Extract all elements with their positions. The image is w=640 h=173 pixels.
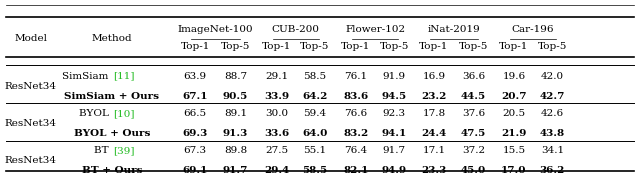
Text: 23.2: 23.2 (421, 92, 447, 101)
Text: ResNet34: ResNet34 (4, 156, 57, 165)
Text: 47.5: 47.5 (461, 129, 486, 138)
Text: Top-5: Top-5 (300, 42, 330, 51)
Text: 69.1: 69.1 (182, 166, 208, 173)
Text: 37.2: 37.2 (462, 146, 485, 155)
Text: 23.3: 23.3 (421, 166, 447, 173)
Text: 58.5: 58.5 (302, 166, 328, 173)
Text: Top-5: Top-5 (221, 42, 250, 51)
Text: 64.0: 64.0 (302, 129, 328, 138)
Text: 66.5: 66.5 (184, 109, 207, 118)
Text: Top-5: Top-5 (459, 42, 488, 51)
Text: 91.9: 91.9 (383, 72, 406, 81)
Text: BT: BT (94, 146, 112, 155)
Text: 90.5: 90.5 (223, 92, 248, 101)
Text: 76.6: 76.6 (344, 109, 367, 118)
Text: 43.8: 43.8 (540, 129, 565, 138)
Text: [39]: [39] (113, 146, 134, 155)
Text: 19.6: 19.6 (502, 72, 525, 81)
Text: BYOL + Ours: BYOL + Ours (74, 129, 150, 138)
Text: 82.1: 82.1 (343, 166, 369, 173)
Text: CUB-200: CUB-200 (272, 25, 320, 34)
Text: 29.4: 29.4 (264, 166, 289, 173)
Text: [10]: [10] (113, 109, 134, 118)
Text: 42.7: 42.7 (540, 92, 565, 101)
Text: 27.5: 27.5 (265, 146, 288, 155)
Text: Top-1: Top-1 (499, 42, 529, 51)
Text: BYOL: BYOL (79, 109, 112, 118)
Text: 88.7: 88.7 (224, 72, 247, 81)
Text: 94.1: 94.1 (381, 129, 407, 138)
Text: 92.3: 92.3 (383, 109, 406, 118)
Text: 83.6: 83.6 (343, 92, 369, 101)
Text: 36.6: 36.6 (462, 72, 485, 81)
Text: 37.6: 37.6 (462, 109, 485, 118)
Text: 30.0: 30.0 (265, 109, 288, 118)
Text: 76.4: 76.4 (344, 146, 367, 155)
Text: 20.7: 20.7 (501, 92, 527, 101)
Text: SimSiam: SimSiam (62, 72, 112, 81)
Text: Top-5: Top-5 (538, 42, 567, 51)
Text: Method: Method (92, 34, 132, 43)
Text: 83.2: 83.2 (343, 129, 369, 138)
Text: 91.3: 91.3 (223, 129, 248, 138)
Text: 44.5: 44.5 (461, 92, 486, 101)
Text: 33.9: 33.9 (264, 92, 289, 101)
Text: 69.3: 69.3 (182, 129, 208, 138)
Text: 33.6: 33.6 (264, 129, 289, 138)
Text: 63.9: 63.9 (184, 72, 207, 81)
Text: 36.2: 36.2 (540, 166, 565, 173)
Text: 16.9: 16.9 (422, 72, 445, 81)
Text: 94.9: 94.9 (381, 166, 407, 173)
Text: 59.4: 59.4 (303, 109, 326, 118)
Text: iNat-2019: iNat-2019 (428, 25, 480, 34)
Text: 55.1: 55.1 (303, 146, 326, 155)
Text: SimSiam + Ours: SimSiam + Ours (65, 92, 159, 101)
Text: 42.0: 42.0 (541, 72, 564, 81)
Text: 67.3: 67.3 (184, 146, 207, 155)
Text: 76.1: 76.1 (344, 72, 367, 81)
Text: 29.1: 29.1 (265, 72, 288, 81)
Text: 17.0: 17.0 (501, 166, 527, 173)
Text: 94.5: 94.5 (381, 92, 407, 101)
Text: 64.2: 64.2 (302, 92, 328, 101)
Text: 17.8: 17.8 (422, 109, 445, 118)
Text: 67.1: 67.1 (182, 92, 208, 101)
Text: 21.9: 21.9 (501, 129, 527, 138)
Text: 91.7: 91.7 (383, 146, 406, 155)
Text: 24.4: 24.4 (421, 129, 447, 138)
Text: 45.0: 45.0 (461, 166, 486, 173)
Text: ResNet34: ResNet34 (4, 119, 57, 128)
Text: 89.1: 89.1 (224, 109, 247, 118)
Text: 89.8: 89.8 (224, 146, 247, 155)
Text: 34.1: 34.1 (541, 146, 564, 155)
Text: ImageNet-100: ImageNet-100 (178, 25, 253, 34)
Text: 58.5: 58.5 (303, 72, 326, 81)
Text: [11]: [11] (113, 72, 134, 81)
Text: Top-1: Top-1 (180, 42, 210, 51)
Text: BT + Ours: BT + Ours (82, 166, 142, 173)
Text: 91.7: 91.7 (223, 166, 248, 173)
Text: Top-1: Top-1 (262, 42, 291, 51)
Text: Car-196: Car-196 (512, 25, 554, 34)
Text: 20.5: 20.5 (502, 109, 525, 118)
Text: Model: Model (14, 34, 47, 43)
Text: 15.5: 15.5 (502, 146, 525, 155)
Text: Top-5: Top-5 (380, 42, 409, 51)
Text: 17.1: 17.1 (422, 146, 445, 155)
Text: Top-1: Top-1 (419, 42, 449, 51)
Text: Top-1: Top-1 (341, 42, 371, 51)
Text: ResNet34: ResNet34 (4, 81, 57, 91)
Text: 42.6: 42.6 (541, 109, 564, 118)
Text: Flower-102: Flower-102 (345, 25, 405, 34)
